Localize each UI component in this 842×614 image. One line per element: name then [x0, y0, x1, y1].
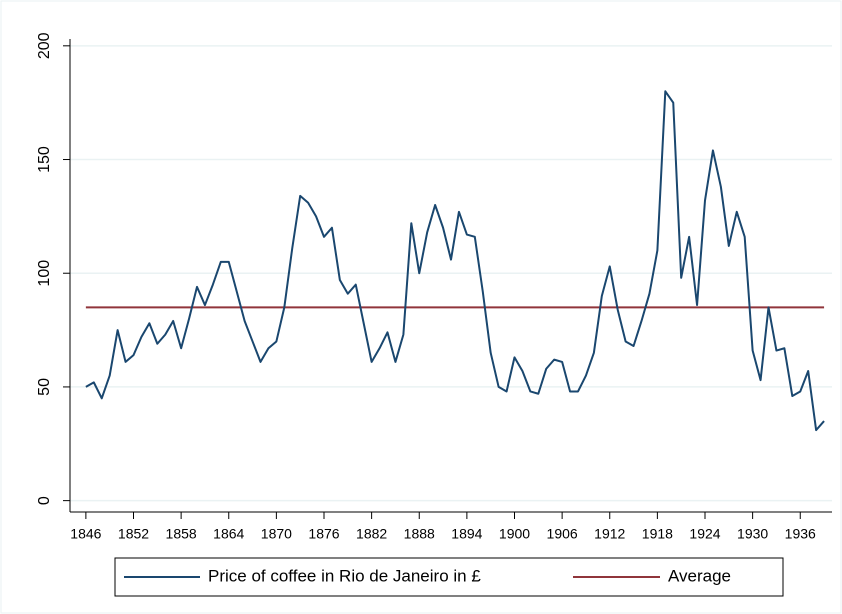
x-tick-label: 1906: [547, 526, 578, 542]
x-tick-label: 1846: [70, 526, 101, 542]
x-tick-label: 1912: [594, 526, 625, 542]
y-tick-label: 200: [36, 32, 53, 59]
y-tick-label: 100: [36, 260, 53, 287]
x-tick-label: 1888: [404, 526, 435, 542]
legend-box: [114, 557, 784, 597]
x-tick-label: 1924: [689, 526, 720, 542]
x-tick-label: 1900: [499, 526, 530, 542]
x-tick-label: 1858: [166, 526, 197, 542]
y-tick-label: 0: [36, 496, 53, 505]
y-tick-label: 150: [36, 146, 53, 173]
x-tick-label: 1936: [785, 526, 816, 542]
x-tick-label: 1864: [213, 526, 244, 542]
legend-label: Average: [668, 566, 731, 585]
x-tick-label: 1876: [308, 526, 339, 542]
x-tick-label: 1870: [261, 526, 292, 542]
legend-label: Price of coffee in Rio de Janeiro in £: [208, 566, 481, 585]
x-tick-label: 1882: [356, 526, 387, 542]
x-tick-label: 1930: [737, 526, 768, 542]
data-line: [85, 90, 825, 432]
x-tick-label: 1894: [451, 526, 482, 542]
y-tick-label: 50: [36, 378, 53, 396]
x-tick-label: 1918: [642, 526, 673, 542]
x-tick-label: 1852: [118, 526, 149, 542]
